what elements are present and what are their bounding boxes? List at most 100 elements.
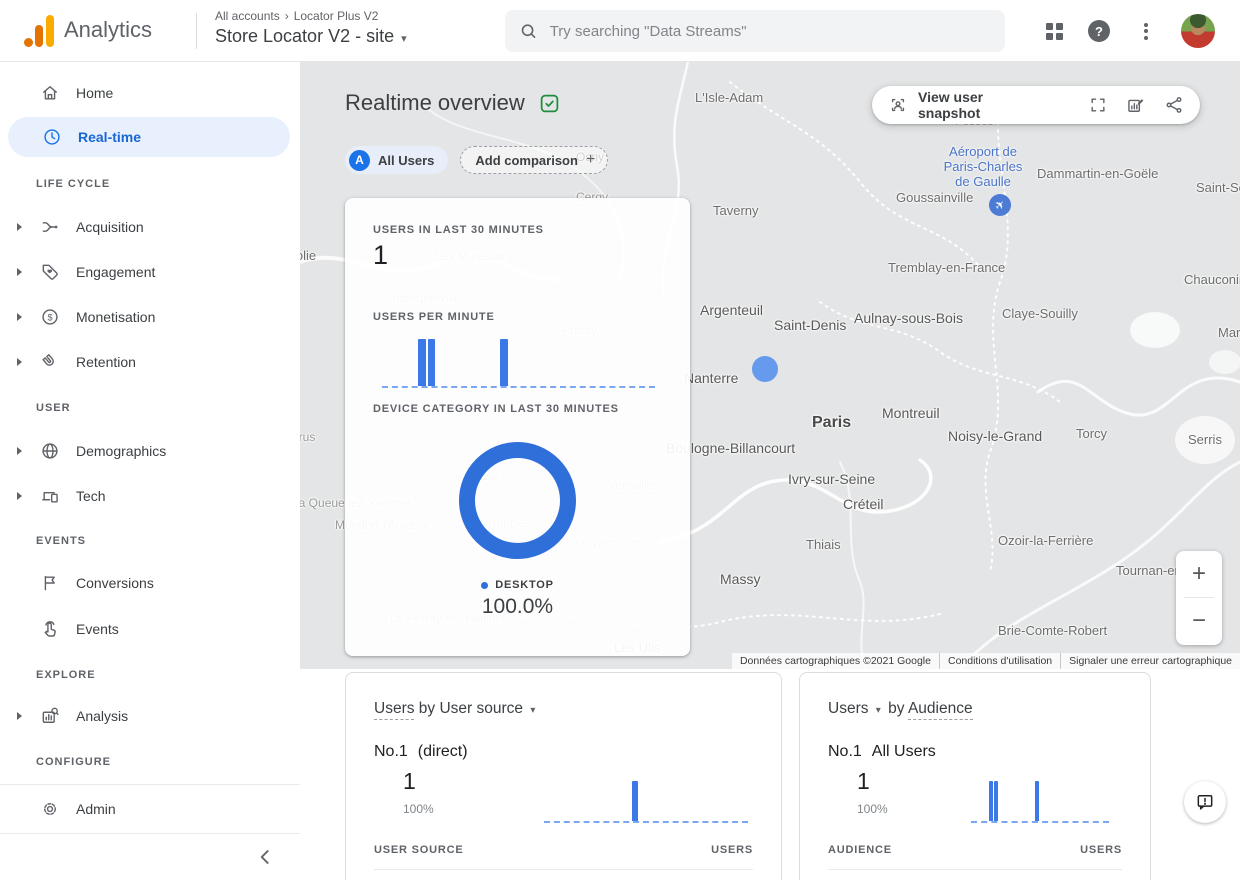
metric-selector[interactable]: Users bbox=[828, 700, 869, 717]
sidebar-item-engagement[interactable]: Engagement bbox=[0, 254, 294, 290]
dimension-selector[interactable]: User source bbox=[439, 700, 524, 717]
users-per-minute-chart[interactable] bbox=[382, 339, 655, 388]
users-by-source-card: Users by User source ▾ No.1 (direct) 1 10… bbox=[345, 672, 782, 880]
zoom-in-button[interactable]: + bbox=[1191, 560, 1206, 587]
devices-icon bbox=[40, 486, 60, 506]
table-divider bbox=[374, 869, 753, 870]
product-name: Analytics bbox=[64, 17, 153, 42]
chart-bar bbox=[500, 339, 508, 386]
analytics-logo-icon[interactable] bbox=[24, 15, 54, 47]
view-user-snapshot-button[interactable]: View user snapshot bbox=[918, 89, 984, 121]
bottom-cards-section: Users by User source ▾ No.1 (direct) 1 10… bbox=[300, 669, 1240, 880]
map-label: Saint-Denis bbox=[774, 317, 847, 333]
data-ok-badge-icon[interactable] bbox=[539, 93, 560, 114]
share-icon[interactable] bbox=[1164, 95, 1184, 115]
add-comparison-button[interactable]: Add comparison + bbox=[460, 146, 609, 174]
all-users-chip[interactable]: A All Users bbox=[345, 146, 449, 174]
expand-arrow-icon[interactable] bbox=[17, 223, 22, 231]
chart-bar bbox=[1035, 781, 1040, 821]
sidebar-item-conversions[interactable]: Conversions bbox=[0, 565, 294, 601]
property-selector[interactable]: Store Locator V2 - site ▾ bbox=[215, 26, 407, 46]
map-label: Mar bbox=[1218, 325, 1240, 340]
search-input[interactable] bbox=[549, 22, 991, 40]
terms-link[interactable]: Conditions d'utilisation bbox=[938, 653, 1060, 669]
flag-icon bbox=[40, 573, 60, 593]
dimension-selector[interactable]: Audience bbox=[907, 700, 973, 720]
sidebar-item-monetisation[interactable]: $ Monetisation bbox=[0, 299, 294, 335]
sidebar-item-tech[interactable]: Tech bbox=[0, 478, 294, 514]
expand-arrow-icon[interactable] bbox=[17, 492, 22, 500]
chevron-down-icon: ▾ bbox=[875, 705, 881, 716]
map-label: Thiais bbox=[806, 537, 841, 552]
sidebar-item-realtime[interactable]: Real-time bbox=[8, 117, 290, 157]
map-label: Goussainville bbox=[896, 190, 974, 205]
device-category-label: DEVICE CATEGORY IN LAST 30 MINUTES bbox=[373, 403, 619, 415]
analysis-icon bbox=[40, 706, 60, 726]
breadcrumb[interactable]: All accounts › Locator Plus V2 bbox=[215, 9, 379, 23]
sparkline-chart[interactable] bbox=[971, 781, 1109, 823]
realtime-stats-card: USERS IN LAST 30 MINUTES 1 USERS PER MIN… bbox=[345, 198, 690, 656]
expand-arrow-icon[interactable] bbox=[17, 313, 22, 321]
top-row: No.1 (direct) bbox=[374, 743, 468, 760]
users-by-audience-card: Users ▾ by Audience No.1 All Users 1 100%… bbox=[799, 672, 1151, 880]
search-bar[interactable] bbox=[505, 10, 1005, 52]
help-icon[interactable]: ? bbox=[1088, 0, 1110, 62]
apps-grid-icon[interactable] bbox=[1046, 0, 1063, 62]
monetisation-icon: $ bbox=[40, 307, 60, 327]
svg-text:$: $ bbox=[47, 312, 52, 322]
map-label: Saint-Soupplets bbox=[1196, 180, 1240, 195]
sidebar-item-events[interactable]: Events bbox=[0, 611, 294, 647]
collapse-sidebar-icon[interactable] bbox=[252, 844, 278, 870]
active-user-map-dot[interactable] bbox=[752, 356, 778, 382]
expand-arrow-icon[interactable] bbox=[17, 358, 22, 366]
zoom-divider bbox=[1184, 597, 1214, 598]
main-content: L'Isle-AdamFossesLe Plessis-BellevilleDa… bbox=[300, 62, 1240, 880]
airport-marker-icon[interactable]: ✈ bbox=[989, 194, 1011, 216]
sparkline-chart[interactable] bbox=[544, 781, 748, 823]
acquisition-icon bbox=[40, 217, 60, 237]
insights-icon[interactable] bbox=[1126, 95, 1146, 115]
more-menu-icon[interactable] bbox=[1144, 0, 1148, 62]
fullscreen-icon[interactable] bbox=[1088, 95, 1108, 115]
users-30min-label: USERS IN LAST 30 MINUTES bbox=[373, 224, 544, 236]
sidebar-item-acquisition[interactable]: Acquisition bbox=[0, 209, 294, 245]
sidebar-item-home[interactable]: Home bbox=[0, 75, 294, 111]
search-icon bbox=[521, 24, 536, 39]
map-label: Créteil bbox=[843, 496, 884, 512]
metric-value: 1 bbox=[403, 768, 416, 794]
top-row: No.1 All Users bbox=[828, 743, 936, 760]
plus-icon: + bbox=[585, 151, 596, 168]
sidebar-item-admin[interactable]: Admin bbox=[0, 791, 294, 827]
user-snapshot-icon[interactable] bbox=[888, 95, 908, 115]
map-label: Claye-Souilly bbox=[1002, 306, 1078, 321]
app-header: Analytics All accounts › Locator Plus V2 S… bbox=[0, 0, 1240, 62]
feedback-button[interactable] bbox=[1184, 781, 1226, 823]
device-donut-chart[interactable] bbox=[459, 442, 576, 559]
table-header: AUDIENCE USERS bbox=[828, 844, 1122, 856]
users-per-minute-label: USERS PER MINUTE bbox=[373, 311, 495, 323]
card-title: Users by User source ▾ bbox=[374, 700, 538, 720]
report-error-link[interactable]: Signaler une erreur cartographique bbox=[1060, 653, 1240, 669]
map-label: Nanterre bbox=[684, 370, 739, 386]
page-title-row: Realtime overview bbox=[345, 90, 560, 116]
sidebar-item-demographics[interactable]: Demographics bbox=[0, 433, 294, 469]
metric-selector[interactable]: Users bbox=[374, 700, 415, 720]
avatar[interactable] bbox=[1181, 14, 1215, 48]
map-label: Dammartin-en-Goële bbox=[1037, 166, 1159, 181]
expand-arrow-icon[interactable] bbox=[17, 447, 22, 455]
expand-arrow-icon[interactable] bbox=[17, 712, 22, 720]
chart-bar bbox=[632, 781, 638, 821]
map-label: Brie-Comte-Robert bbox=[998, 623, 1108, 638]
zoom-out-button[interactable]: − bbox=[1191, 607, 1206, 634]
realtime-toolbar: View user snapshot bbox=[872, 86, 1200, 124]
sidebar-divider bbox=[0, 784, 300, 785]
device-percent: 100.0% bbox=[481, 595, 554, 618]
map-label: Serris bbox=[1188, 432, 1222, 447]
map-label: Paris bbox=[812, 414, 852, 431]
map-label: Torcy bbox=[1076, 426, 1108, 441]
sidebar-item-retention[interactable]: Retention bbox=[0, 344, 294, 380]
expand-arrow-icon[interactable] bbox=[17, 268, 22, 276]
sidebar-item-analysis[interactable]: Analysis bbox=[0, 698, 294, 734]
map-label: Taverny bbox=[713, 203, 759, 218]
page-title: Realtime overview bbox=[345, 90, 525, 115]
